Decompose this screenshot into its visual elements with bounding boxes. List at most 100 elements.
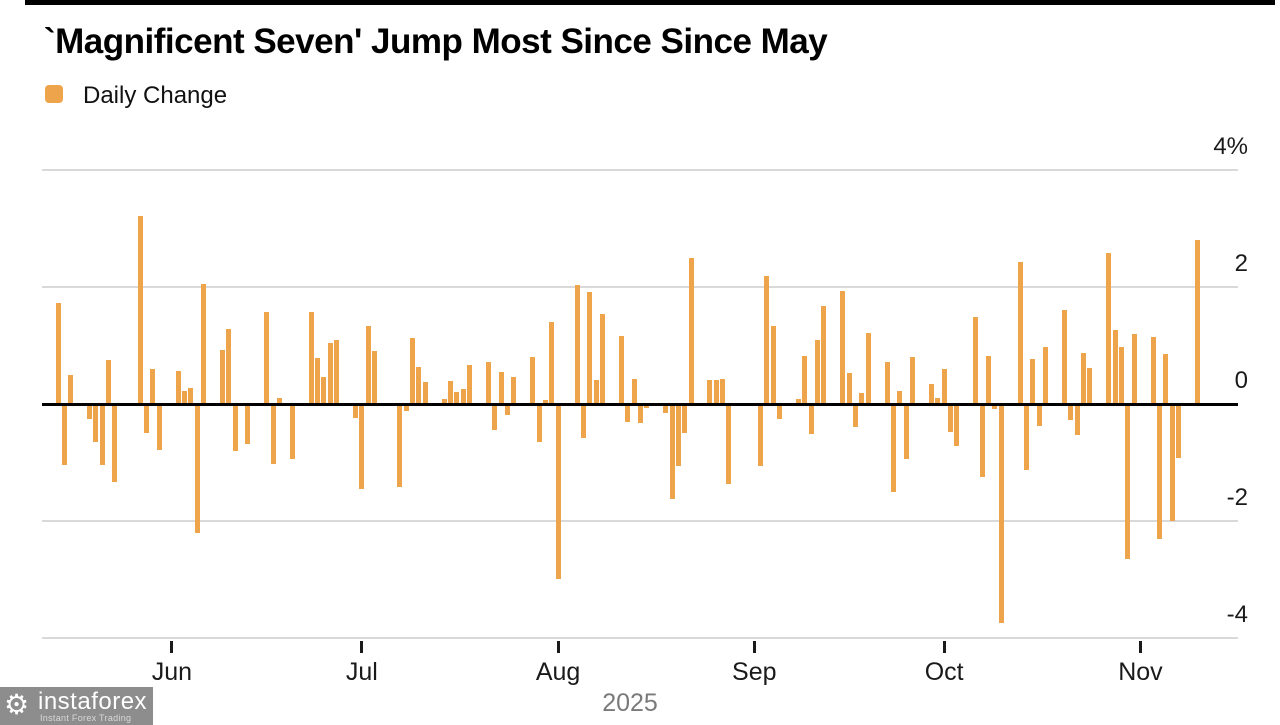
x-axis-year-label: 2025 bbox=[602, 689, 658, 717]
daily-change-bar bbox=[777, 404, 783, 419]
daily-change-bar bbox=[232, 404, 238, 451]
daily-change-bar bbox=[68, 374, 74, 404]
daily-change-bar bbox=[409, 338, 415, 404]
daily-change-bar bbox=[587, 292, 593, 404]
x-axis-month-label: Jun bbox=[151, 658, 193, 686]
daily-change-bar bbox=[1118, 347, 1124, 404]
x-axis-tick bbox=[942, 641, 946, 653]
daily-change-bar bbox=[454, 391, 460, 404]
daily-change-bar bbox=[1023, 404, 1029, 470]
daily-change-bar bbox=[979, 404, 985, 478]
daily-change-bar bbox=[1163, 353, 1169, 404]
daily-change-bar bbox=[511, 376, 517, 404]
daily-change-bar bbox=[840, 290, 846, 404]
daily-change-bar bbox=[675, 404, 681, 466]
top-border-strip bbox=[25, 0, 1275, 5]
daily-change-bar bbox=[144, 404, 150, 434]
daily-change-bar bbox=[1017, 261, 1023, 404]
daily-change-bar bbox=[99, 404, 105, 466]
daily-change-bar bbox=[992, 404, 998, 410]
daily-change-bar bbox=[815, 339, 821, 404]
daily-change-bar bbox=[644, 404, 650, 409]
daily-change-bar bbox=[1131, 333, 1137, 404]
daily-change-bar bbox=[194, 404, 200, 534]
y-axis-label: 0 bbox=[1234, 367, 1248, 394]
daily-change-bar bbox=[441, 399, 447, 404]
x-axis-month-label: Nov bbox=[1118, 658, 1163, 686]
daily-change-bar bbox=[618, 336, 624, 404]
daily-change-bar bbox=[1156, 404, 1162, 539]
chart-title: `Magnificent Seven' Jump Most Since Sinc… bbox=[44, 22, 828, 61]
daily-change-bar bbox=[372, 351, 377, 404]
watermark-tagline: Instant Forex Trading bbox=[40, 713, 132, 723]
x-axis-tick bbox=[556, 641, 560, 653]
daily-change-bar bbox=[359, 404, 365, 489]
daily-change-bar bbox=[492, 404, 498, 431]
daily-change-bar bbox=[277, 398, 283, 404]
y-axis-label: -4 bbox=[1226, 601, 1248, 628]
daily-change-bar bbox=[770, 326, 776, 404]
daily-change-bar bbox=[460, 389, 466, 404]
daily-change-bar bbox=[593, 380, 599, 404]
daily-change-bar bbox=[663, 404, 669, 414]
daily-change-bar bbox=[846, 372, 852, 404]
daily-change-bar bbox=[1030, 358, 1036, 404]
daily-change-bar bbox=[808, 404, 814, 435]
x-axis-tick bbox=[170, 641, 174, 653]
daily-change-bar bbox=[853, 404, 859, 428]
y-axis-label: 2 bbox=[1234, 250, 1248, 277]
daily-change-bar bbox=[245, 404, 251, 445]
daily-change-bar bbox=[1169, 404, 1175, 521]
daily-change-bar bbox=[175, 370, 181, 404]
daily-change-bar bbox=[220, 349, 226, 404]
daily-change-bar bbox=[1150, 336, 1156, 404]
daily-change-bar bbox=[327, 342, 333, 404]
daily-change-bar bbox=[87, 404, 93, 419]
daily-change-bar bbox=[821, 306, 827, 404]
daily-change-bar bbox=[549, 322, 555, 404]
daily-change-bar bbox=[422, 382, 428, 404]
daily-change-bar bbox=[466, 365, 472, 404]
daily-change-bar bbox=[201, 284, 207, 404]
daily-change-bar bbox=[948, 404, 954, 433]
daily-change-bar bbox=[504, 404, 510, 415]
daily-change-bar bbox=[315, 358, 321, 404]
x-axis-month-label: Aug bbox=[535, 658, 581, 686]
gridline bbox=[42, 637, 1238, 639]
daily-change-bar bbox=[631, 379, 637, 404]
daily-change-bar bbox=[416, 366, 422, 404]
daily-change-bar bbox=[929, 383, 935, 404]
daily-change-bar bbox=[796, 399, 802, 404]
daily-change-bar bbox=[1106, 253, 1112, 404]
daily-change-bar bbox=[941, 369, 947, 404]
daily-change-bar bbox=[289, 404, 295, 459]
daily-change-bar bbox=[397, 404, 403, 488]
legend-swatch-icon bbox=[45, 85, 63, 103]
daily-change-bar bbox=[688, 257, 694, 404]
daily-change-bar bbox=[682, 404, 688, 434]
daily-change-bar bbox=[707, 380, 713, 404]
daily-change-bar bbox=[182, 391, 188, 404]
gridline bbox=[42, 169, 1238, 171]
daily-change-bar bbox=[555, 404, 561, 579]
daily-change-bar bbox=[986, 356, 991, 404]
daily-change-bar bbox=[891, 404, 897, 493]
x-axis-month-label: Oct bbox=[924, 658, 964, 686]
daily-change-bar bbox=[903, 404, 909, 459]
daily-change-bar bbox=[897, 390, 903, 404]
legend-label: Daily Change bbox=[83, 82, 228, 109]
daily-change-bar bbox=[720, 379, 726, 404]
daily-change-bar bbox=[910, 357, 916, 404]
daily-change-bar bbox=[403, 404, 409, 412]
daily-change-bar bbox=[1061, 310, 1067, 404]
x-axis-month-label: Sep bbox=[732, 658, 777, 686]
daily-change-bar bbox=[485, 362, 491, 404]
y-axis-label: -2 bbox=[1226, 484, 1248, 511]
daily-change-bar bbox=[353, 404, 358, 419]
gear-icon: ⚙ bbox=[4, 689, 30, 720]
daily-change-bar bbox=[713, 380, 719, 404]
daily-change-bar bbox=[625, 404, 631, 422]
daily-change-bar bbox=[574, 284, 580, 404]
daily-change-bar bbox=[270, 404, 276, 465]
